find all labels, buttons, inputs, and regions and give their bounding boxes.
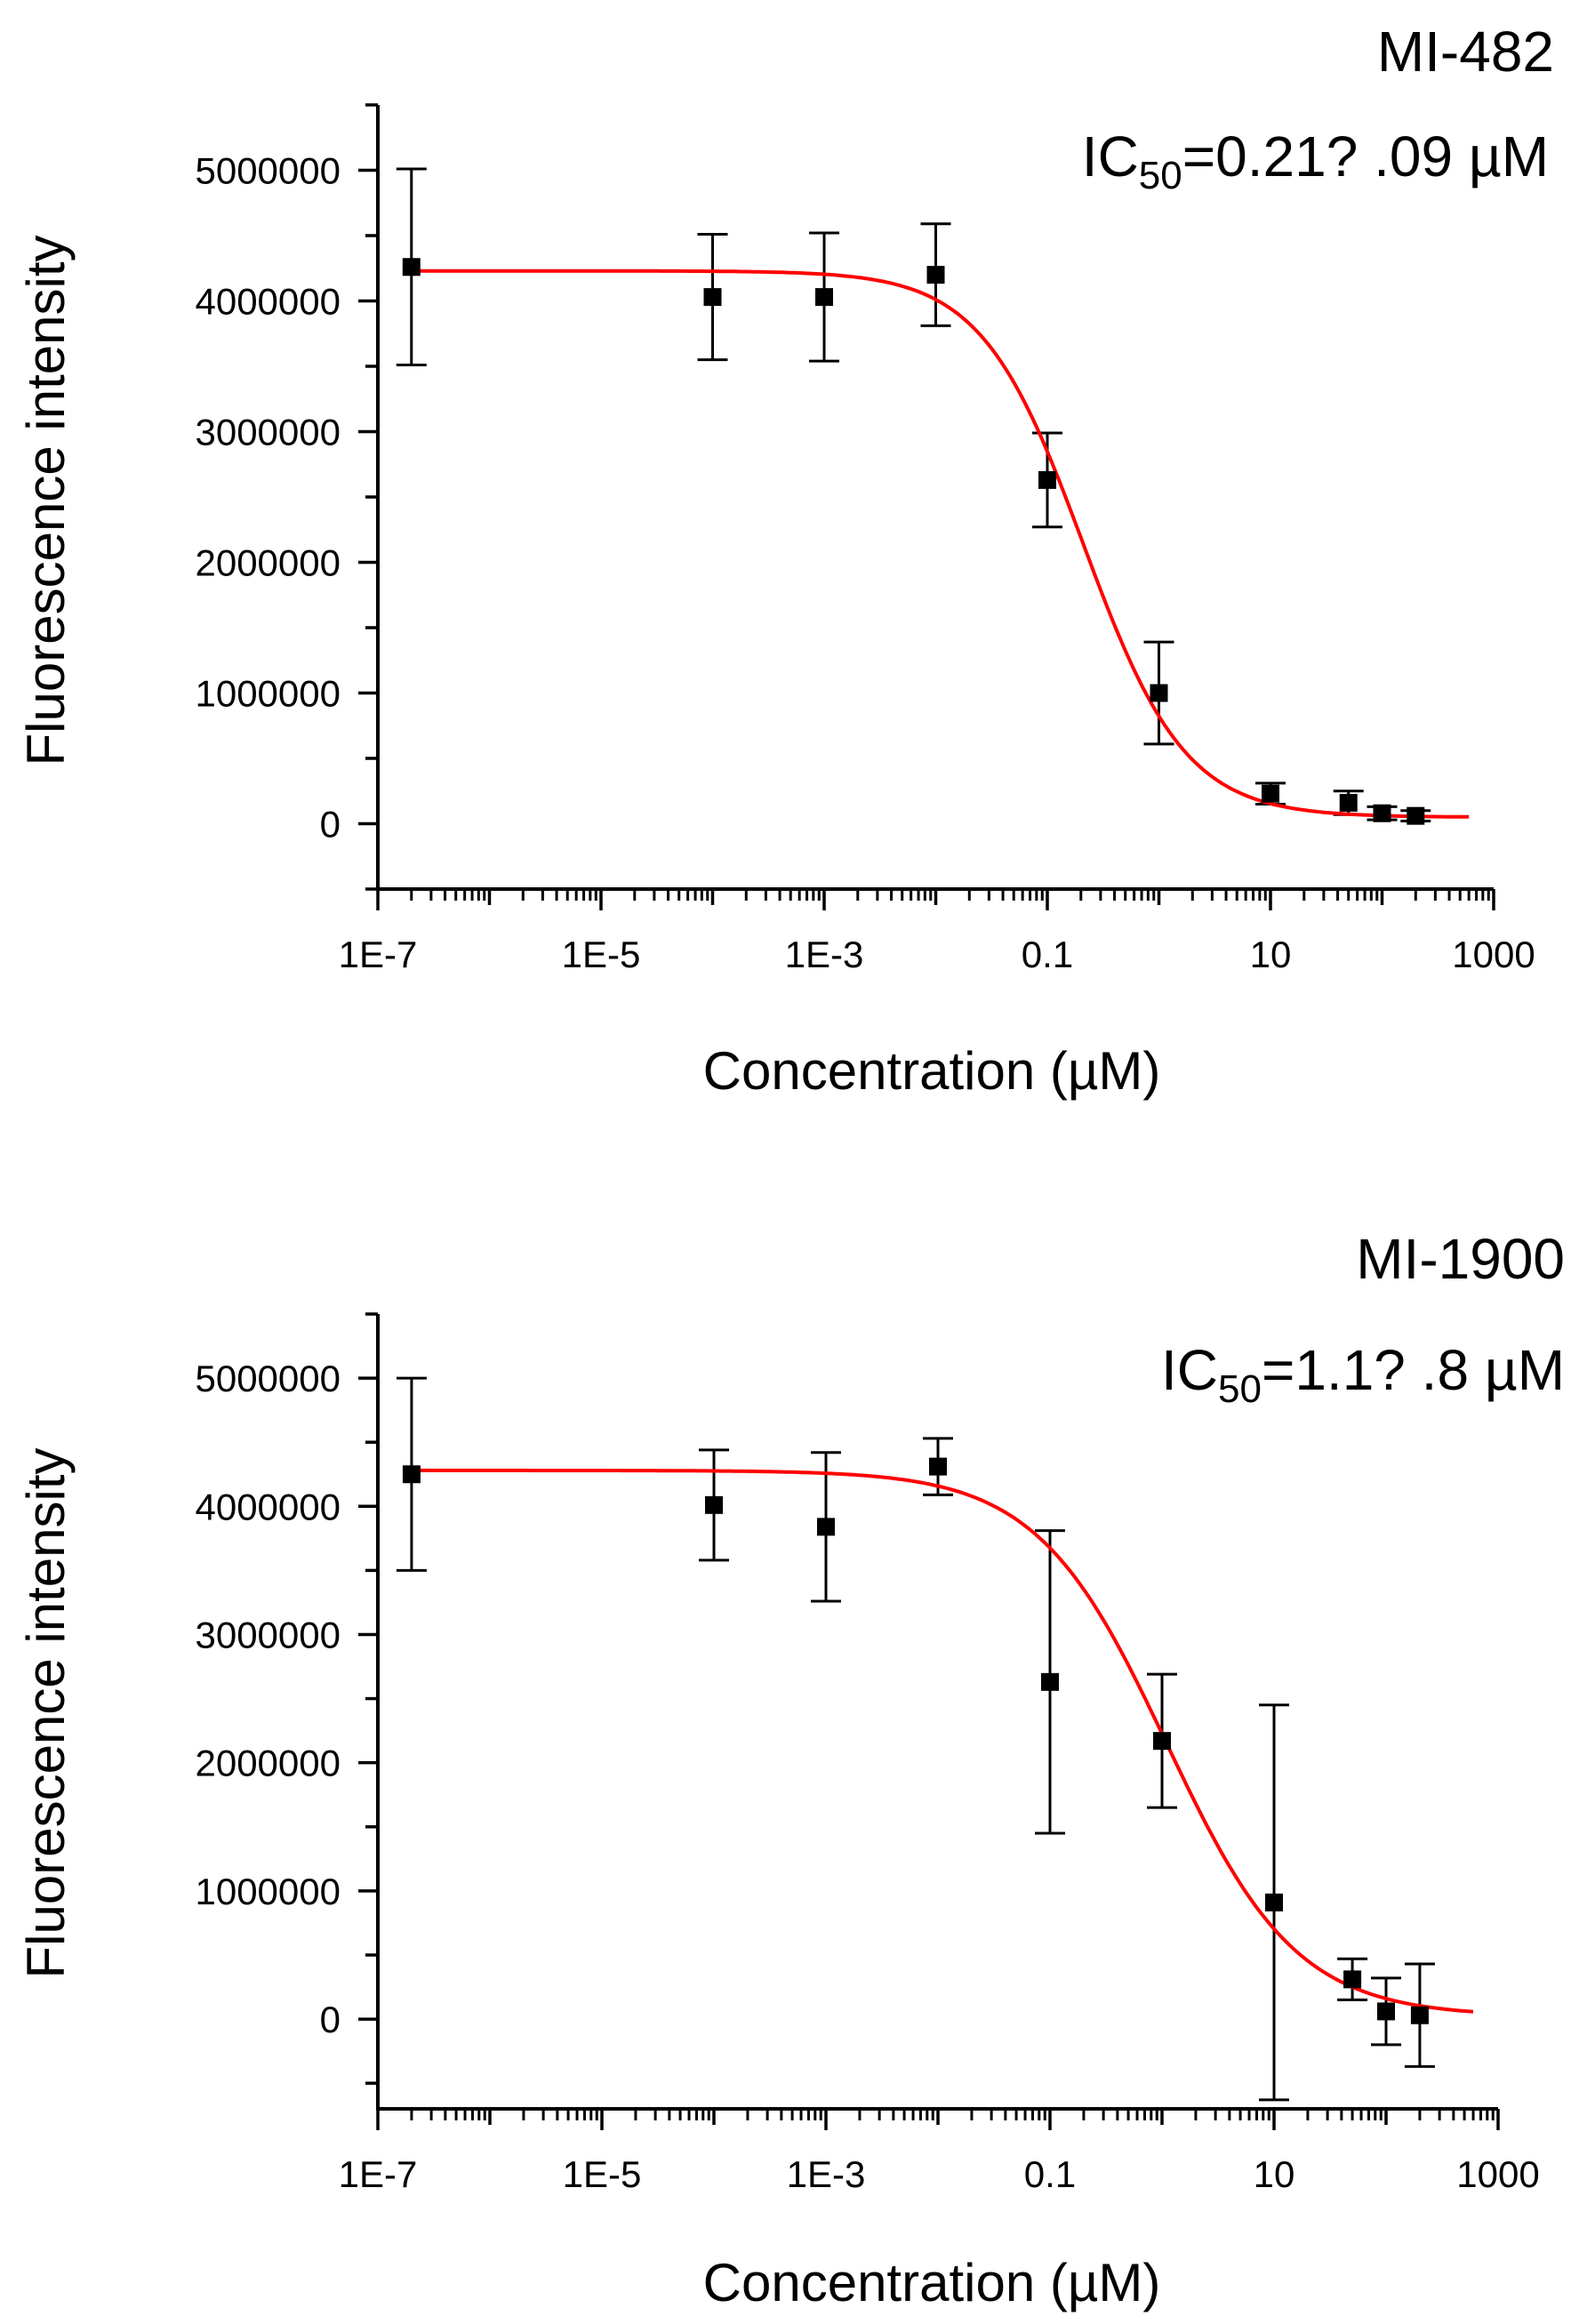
x-tick-label: 1000	[1452, 934, 1535, 975]
data-point	[402, 1465, 421, 1484]
ic50-prefix: IC	[1161, 1338, 1218, 1402]
x-tick-label: 1E-7	[339, 2153, 418, 2195]
y-tick-label: 3000000	[195, 412, 341, 453]
y-tick-label: 2000000	[195, 1743, 341, 1784]
data-point	[705, 1495, 723, 1514]
x-tick-label: 1000	[1456, 2153, 1539, 2195]
data-point	[817, 1518, 835, 1536]
data-point	[1410, 2006, 1429, 2024]
ic50-value: =0.21? .09 µM	[1182, 124, 1549, 188]
data-point	[1041, 1672, 1059, 1691]
y-tick-label: 0	[320, 1999, 341, 2040]
y-tick-label: 4000000	[195, 1486, 341, 1527]
ic50-subscript: 50	[1139, 154, 1182, 197]
chart-title: MI-482	[1377, 20, 1554, 84]
y-axis-title: Fluorescence intensity	[16, 1448, 76, 1979]
data-point	[1150, 684, 1168, 702]
chart-title: MI-1900	[1356, 1227, 1565, 1291]
chart-panel-mi-482: MI-482 IC50=0.21? .09 µM Fluorescence in…	[16, 20, 1554, 1101]
data-point	[402, 258, 421, 276]
x-axis-title: Concentration (µM)	[703, 1041, 1161, 1101]
y-tick-label: 1000000	[195, 673, 341, 715]
ic50-subscript: 50	[1218, 1367, 1262, 1411]
data-point	[1407, 806, 1425, 825]
ic50-annotation: IC50=1.1? .8 µM	[1161, 1338, 1565, 1411]
y-axis-title: Fluorescence intensity	[16, 236, 76, 766]
x-tick-label: 10	[1254, 2153, 1295, 2195]
data-points	[402, 258, 1425, 825]
x-tick-label: 1E-7	[339, 934, 418, 975]
axes: 0 1000000 2000000 3000000 4000000 5000000 1E-7…	[195, 1312, 1540, 2195]
y-tick-label: 0	[320, 804, 341, 845]
data-point	[1262, 784, 1279, 803]
x-tick-label: 0.1	[1024, 2153, 1076, 2195]
ic50-value: =1.1? .8 µM	[1262, 1338, 1565, 1402]
y-tick-label: 1000000	[195, 1871, 341, 1912]
ic50-prefix: IC	[1082, 124, 1139, 188]
data-point	[1153, 1732, 1171, 1751]
fit-curve-layer	[411, 1468, 1474, 2014]
data-point	[1038, 470, 1056, 489]
data-points	[402, 1457, 1429, 2024]
data-point	[1343, 1970, 1362, 1989]
data-point	[1339, 793, 1358, 812]
data-point	[703, 288, 722, 307]
x-tick-label: 1E-3	[785, 934, 864, 975]
x-tick-label: 1E-5	[562, 934, 641, 975]
ic50-annotation: IC50=0.21? .09 µM	[1082, 124, 1549, 197]
data-point	[815, 288, 833, 307]
x-tick-label: 1E-5	[563, 2153, 642, 2195]
y-tick-label: 4000000	[195, 281, 341, 323]
y-tick-label: 3000000	[195, 1614, 341, 1655]
fit-curve-layer	[411, 268, 1470, 819]
axes: 0 1000000 2000000 3000000 4000000 5000000 1E-7…	[195, 103, 1535, 975]
y-tick-label: 2000000	[195, 542, 341, 584]
data-point	[929, 1457, 947, 1476]
data-point	[1377, 2002, 1395, 2021]
fit-curve	[411, 268, 1470, 819]
x-tick-label: 10	[1250, 934, 1292, 975]
data-point	[926, 266, 945, 284]
x-axis-title: Concentration (µM)	[703, 2253, 1161, 2312]
fit-curve	[411, 1468, 1474, 2014]
chart-panel-mi-1900: MI-1900 IC50=1.1? .8 µM Fluorescence int…	[16, 1227, 1565, 2312]
y-tick-label: 5000000	[195, 150, 341, 192]
x-tick-label: 1E-3	[787, 2153, 866, 2195]
x-tick-label: 0.1	[1022, 934, 1073, 975]
y-tick-label: 5000000	[195, 1358, 341, 1399]
data-point	[1265, 1893, 1283, 1911]
data-point	[1373, 804, 1391, 822]
